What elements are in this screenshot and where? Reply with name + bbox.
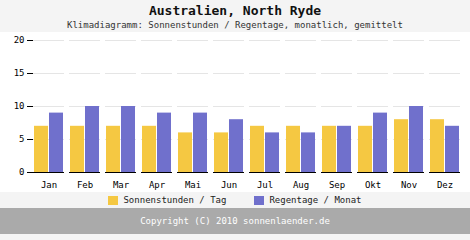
svg-text:Sep: Sep	[329, 180, 345, 190]
svg-text:15: 15	[14, 68, 25, 78]
svg-text:Okt: Okt	[365, 180, 381, 190]
html-text:Copyright (C) 2010 sonnenlaend: Copyright (C) 2010 sonnenlaender.de	[140, 216, 330, 226]
html-text:Regentage / Monat: Regentage / Monat	[269, 195, 362, 205]
svg-text:Feb: Feb	[77, 180, 93, 190]
svg-text:5: 5	[19, 134, 24, 144]
html-text:Klimadiagramm: Sonnenstunden /: Klimadiagramm: Sonnenstunden / Regentage…	[67, 20, 403, 30]
svg-text:Dez: Dez	[437, 180, 453, 190]
svg-text:Nov: Nov	[401, 180, 417, 190]
html-text:Sonnenstunden / Tag: Sonnenstunden / Tag	[123, 195, 227, 205]
svg-text:Jul: Jul	[257, 180, 273, 190]
svg-text:Apr: Apr	[149, 180, 166, 190]
svg-text:Jun: Jun	[221, 180, 237, 190]
svg-text:20: 20	[14, 35, 25, 45]
svg-text:0: 0	[19, 167, 24, 177]
html-text:Australien, North Ryde: Australien, North Ryde	[148, 3, 322, 18]
svg-text:Mar: Mar	[113, 180, 130, 190]
svg-text:Mai: Mai	[185, 180, 201, 190]
svg-text:Aug: Aug	[293, 180, 309, 190]
svg-text:10: 10	[14, 101, 25, 111]
svg-text:Jan: Jan	[41, 180, 57, 190]
